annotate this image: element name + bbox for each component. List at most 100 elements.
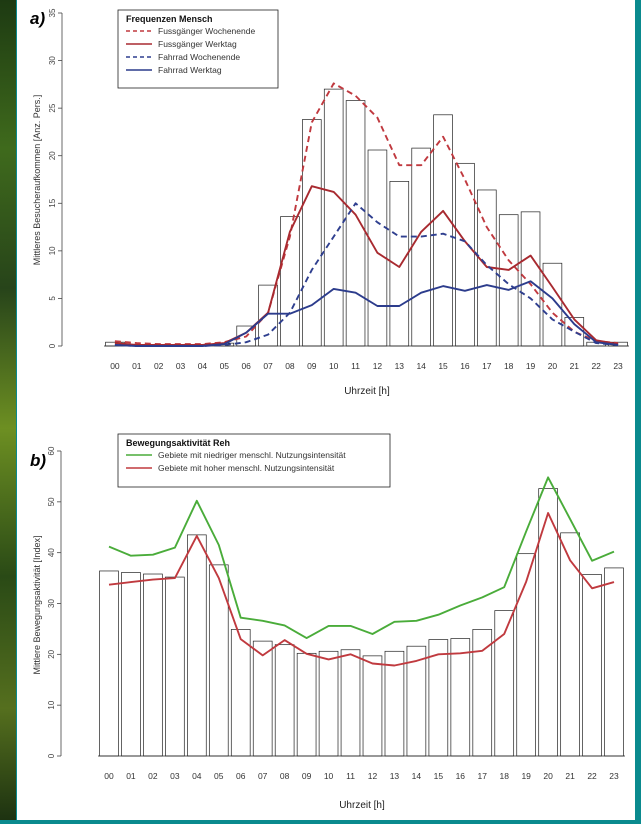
x-tick-label-17: 17 (482, 361, 492, 371)
x-tick-label-09: 09 (302, 771, 312, 781)
series-line-3 (114, 202, 619, 347)
bar-14 (411, 147, 431, 347)
x-tick-label-03: 03 (170, 771, 180, 781)
series-line-4 (114, 280, 619, 347)
x-tick-label-12: 12 (373, 361, 383, 371)
x-tick-label-22: 22 (591, 361, 601, 371)
chart-b-ylabel: Mittlere Bewegungsaktivität [Index] (32, 535, 42, 674)
y-tick-label: 10 (48, 246, 57, 255)
y-tick-label: 20 (48, 151, 57, 160)
chart-a-ylabel: Mittleres Besucheraufkommen [Anz. Pers.] (32, 95, 42, 266)
bar-09 (296, 652, 317, 757)
x-tick-label-21: 21 (565, 771, 575, 781)
x-tick-label-22: 22 (587, 771, 597, 781)
bar-01 (121, 572, 141, 757)
chart-a-panel-label: a) (30, 9, 45, 28)
bar-12 (362, 655, 383, 757)
bar-22 (582, 574, 602, 757)
x-tick-label-06: 06 (236, 771, 246, 781)
bar-05 (208, 564, 229, 757)
y-tick-label: 35 (48, 8, 57, 17)
x-tick-label-10: 10 (329, 361, 339, 371)
bar-07 (252, 640, 273, 757)
bar-02 (143, 573, 163, 757)
y-tick-label: 40 (47, 548, 56, 557)
x-tick-label-10: 10 (324, 771, 334, 781)
y-tick-label: 0 (48, 343, 57, 348)
legend-title: Bewegungsaktivität Reh (126, 438, 230, 448)
x-tick-label-15: 15 (438, 361, 448, 371)
x-tick-label-13: 13 (390, 771, 400, 781)
x-tick-label-02: 02 (148, 771, 158, 781)
y-tick-label: 30 (48, 56, 57, 65)
y-tick-label: 30 (47, 599, 56, 608)
series-line-2 (108, 512, 615, 667)
y-tick-label: 0 (47, 753, 56, 758)
legend-entry: Fahrrad Werktag (158, 65, 222, 75)
legend-entry: Gebiete mit niedriger menschl. Nutzungsi… (158, 450, 346, 460)
bar-00 (99, 570, 119, 757)
bar-21 (560, 532, 580, 757)
x-tick-label-21: 21 (570, 361, 580, 371)
series-line-1 (108, 476, 615, 640)
y-tick-label: 5 (48, 296, 57, 301)
x-tick-label-13: 13 (395, 361, 405, 371)
x-tick-label-03: 03 (176, 361, 186, 371)
x-tick-label-16: 16 (460, 361, 470, 371)
bar-21 (564, 317, 585, 347)
x-tick-label-08: 08 (285, 361, 295, 371)
y-tick-label: 60 (47, 446, 56, 455)
legend-entry: Fussgänger Wochenende (158, 26, 255, 36)
x-tick-label-14: 14 (412, 771, 422, 781)
x-tick-label-19: 19 (521, 771, 531, 781)
y-tick-label: 15 (48, 198, 57, 207)
x-tick-label-01: 01 (132, 361, 142, 371)
chart-b-xlabel: Uhrzeit [h] (339, 800, 385, 811)
bottom-border (0, 820, 641, 824)
bar-03 (165, 576, 185, 757)
x-tick-label-07: 07 (263, 361, 273, 371)
x-tick-label-09: 09 (307, 361, 317, 371)
x-tick-label-00: 00 (110, 361, 120, 371)
bar-09 (302, 119, 322, 347)
legend-box (117, 9, 279, 89)
legend-title: Frequenzen Mensch (126, 14, 213, 24)
x-tick-label-15: 15 (434, 771, 444, 781)
x-tick-label-02: 02 (154, 361, 164, 371)
x-tick-label-00: 00 (104, 771, 114, 781)
legend-entry: Fahrrad Wochenende (158, 52, 240, 62)
x-tick-label-12: 12 (368, 771, 378, 781)
x-tick-label-01: 01 (126, 771, 136, 781)
bar-23 (604, 567, 624, 757)
y-tick-label: 10 (47, 700, 56, 709)
x-tick-label-19: 19 (526, 361, 536, 371)
x-tick-label-08: 08 (280, 771, 290, 781)
bar-16 (455, 162, 475, 347)
x-tick-label-17: 17 (478, 771, 488, 781)
x-tick-label-14: 14 (416, 361, 426, 371)
bar-10 (323, 88, 344, 347)
y-tick-label: 25 (48, 103, 57, 112)
x-tick-label-05: 05 (220, 361, 230, 371)
bar-06 (230, 629, 251, 757)
legend-entry: Fussgänger Werktag (158, 39, 237, 49)
x-tick-label-20: 20 (543, 771, 553, 781)
bar-20 (542, 262, 563, 347)
bar-10 (318, 650, 339, 757)
bar-18 (498, 214, 519, 347)
y-tick-label: 20 (47, 649, 56, 658)
x-tick-label-05: 05 (214, 771, 224, 781)
x-tick-label-07: 07 (258, 771, 268, 781)
x-tick-label-11: 11 (351, 361, 360, 371)
bar-12 (367, 149, 388, 347)
y-tick-label: 50 (47, 497, 56, 506)
x-tick-label-11: 11 (346, 771, 355, 781)
bar-11 (345, 100, 366, 347)
bar-16 (450, 638, 471, 757)
series-line-2 (114, 185, 619, 346)
bar-07 (258, 284, 278, 347)
chart-b-plot: 0 10 20 30 40 50 60 00 01 02 03 04 05 06 07 08 09 10 11 12 1… (47, 433, 625, 781)
bar-08 (274, 644, 295, 757)
